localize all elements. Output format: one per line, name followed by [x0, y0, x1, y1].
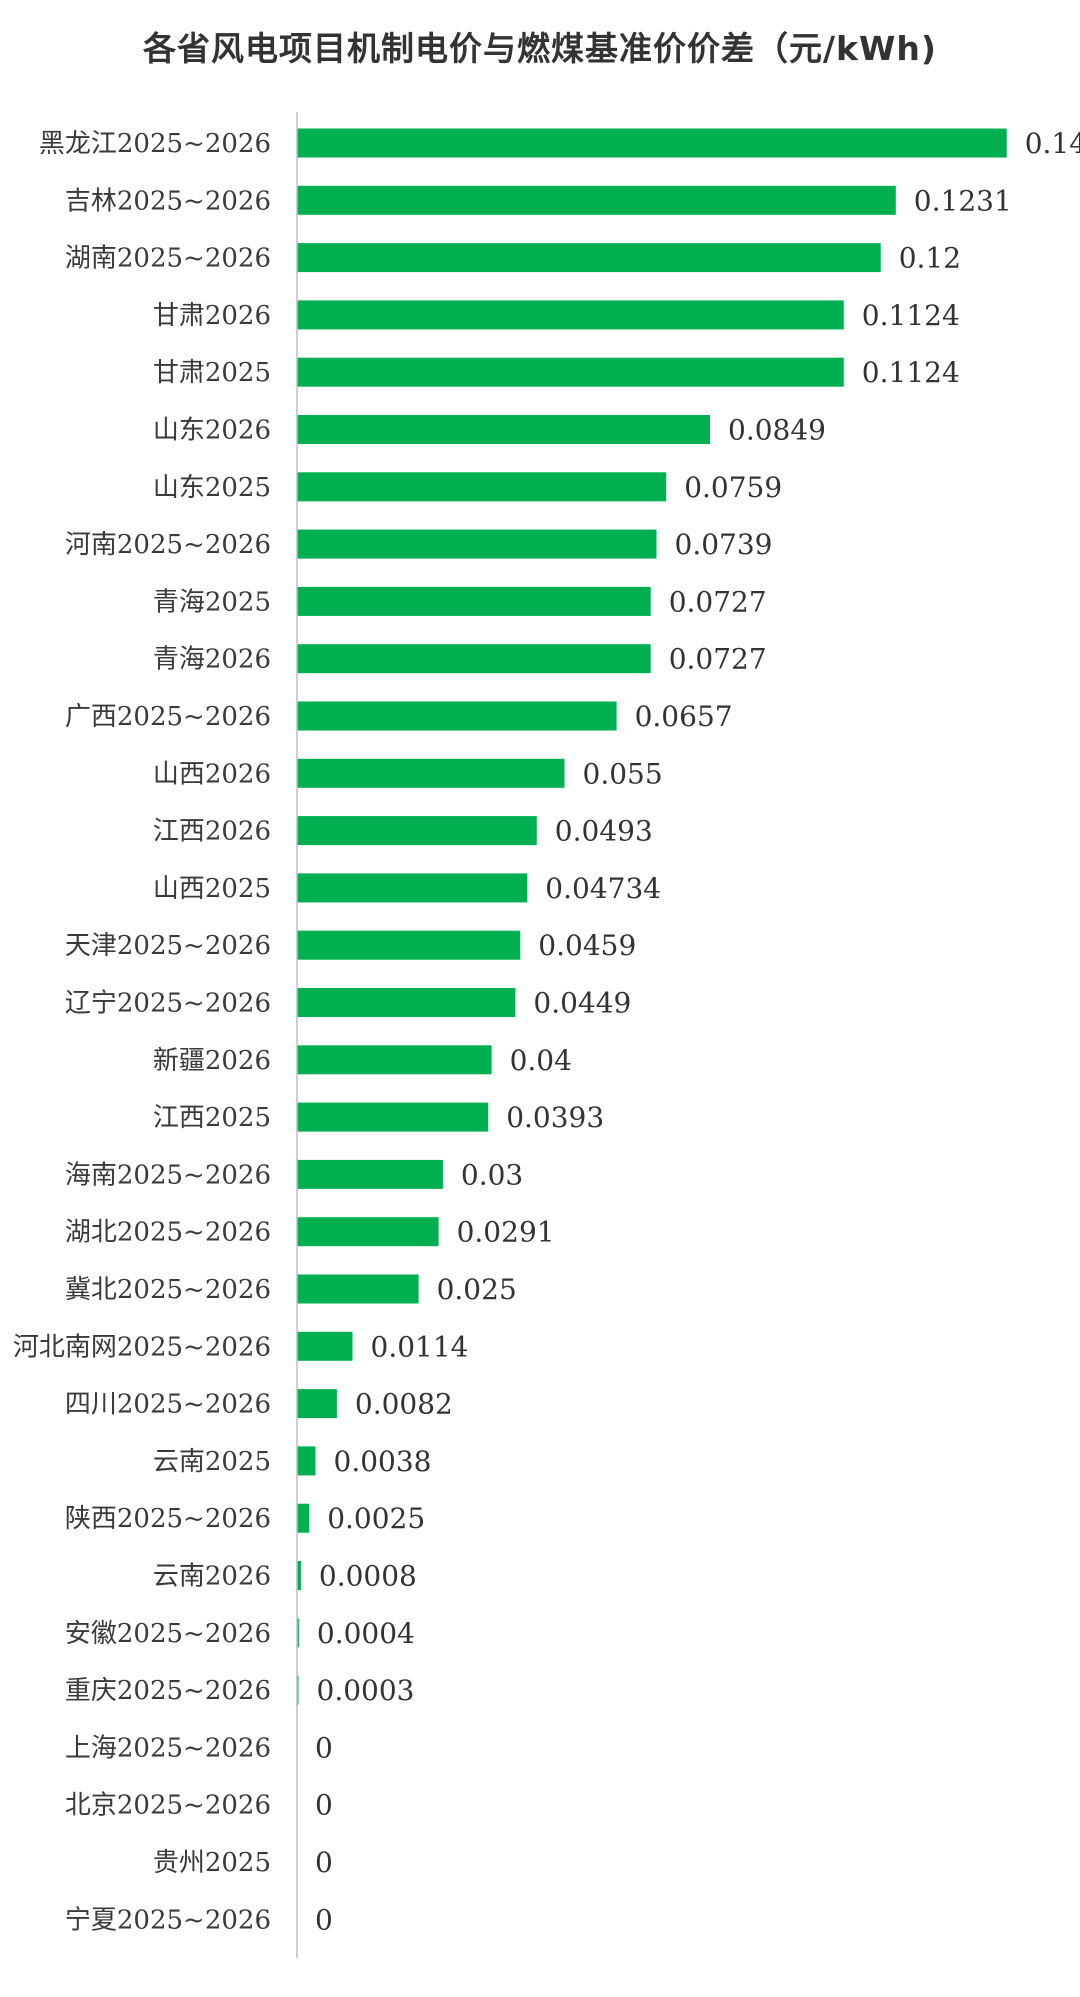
category-label: 冀北2025~2026	[65, 1275, 271, 1305]
value-label: 0.0759	[684, 471, 782, 504]
category-label: 新疆2026	[153, 1046, 271, 1076]
category-label: 甘肃2026	[153, 301, 271, 331]
category-label: 天津2025~2026	[65, 931, 271, 961]
value-label: 0.0493	[555, 815, 653, 848]
value-label: 0.025	[437, 1273, 517, 1306]
category-label: 湖北2025~2026	[65, 1218, 271, 1248]
category-label: 贵州2025	[153, 1848, 271, 1878]
category-label: 河北南网2025~2026	[13, 1332, 271, 1362]
chart-title: 各省风电项目机制电价与燃煤基准价价差（元/kWh)	[143, 29, 937, 68]
category-label: 上海2025~2026	[65, 1733, 271, 1763]
bar	[297, 185, 896, 215]
value-label: 0.1231	[914, 184, 1012, 217]
bar	[297, 1217, 439, 1247]
value-label: 0.0459	[538, 929, 636, 962]
category-label: 湖南2025~2026	[65, 244, 271, 274]
bar	[297, 1102, 489, 1132]
value-label: 0.0727	[669, 643, 767, 676]
bar	[297, 644, 651, 674]
value-label: 0.0025	[327, 1502, 425, 1535]
category-label: 云南2025	[153, 1447, 271, 1477]
value-label: 0.0393	[506, 1101, 604, 1134]
category-labels: 黑龙江2025~2026 吉林2025~2026 湖南2025~2026 甘肃2026…	[13, 129, 271, 1935]
category-label: 江西2026	[153, 817, 271, 847]
value-label: 0.0082	[355, 1388, 453, 1421]
category-label: 山东2026	[153, 416, 271, 446]
category-label: 山西2025	[153, 874, 271, 904]
bar	[297, 243, 881, 273]
value-label: 0.12	[899, 242, 961, 275]
value-label: 0	[315, 1903, 333, 1936]
value-label: 0	[315, 1789, 333, 1822]
bar	[297, 586, 651, 616]
bar	[297, 930, 521, 960]
value-label: 0.0004	[317, 1617, 415, 1650]
category-label: 宁夏2025~2026	[65, 1905, 271, 1935]
value-label: 0.03	[461, 1158, 523, 1191]
value-label: 0.0449	[533, 987, 631, 1020]
bar	[297, 1159, 443, 1189]
value-label: 0.04734	[545, 872, 661, 905]
category-label: 江西2025	[153, 1103, 271, 1133]
category-label: 辽宁2025~2026	[65, 989, 271, 1019]
category-label: 甘肃2025	[153, 358, 271, 388]
value-label: 0.04	[510, 1044, 572, 1077]
bar	[297, 873, 528, 903]
bar	[297, 1503, 310, 1533]
category-label: 云南2026	[153, 1562, 271, 1592]
category-label: 吉林2025~2026	[65, 186, 271, 216]
category-label: 黑龙江2025~2026	[39, 129, 271, 159]
bar	[297, 1045, 492, 1075]
bar	[297, 758, 565, 788]
category-label: 安徽2025~2026	[65, 1619, 271, 1649]
value-label: 0.0008	[319, 1560, 417, 1593]
value-label: 0.1124	[862, 299, 960, 332]
category-label: 山西2026	[153, 759, 271, 789]
bar	[297, 529, 657, 559]
bar	[297, 816, 537, 846]
value-label: 0.0291	[457, 1216, 555, 1249]
value-label: 0	[315, 1731, 333, 1764]
bar	[297, 1274, 419, 1304]
value-label: 0.0727	[669, 585, 767, 618]
category-label: 青海2026	[153, 645, 271, 675]
value-label: 0.0849	[728, 414, 826, 447]
value-label: 0.0739	[675, 528, 773, 561]
category-label: 四川2025~2026	[65, 1390, 271, 1420]
value-label: 0	[315, 1846, 333, 1879]
category-label: 山东2025	[153, 473, 271, 503]
category-label: 重庆2025~2026	[65, 1676, 271, 1706]
category-label: 陕西2025~2026	[65, 1504, 271, 1534]
bar	[297, 1618, 299, 1648]
category-label: 广西2025~2026	[65, 702, 271, 732]
value-label: 0.1124	[862, 356, 960, 389]
value-label: 0.0657	[635, 700, 733, 733]
value-label: 0.0003	[317, 1674, 415, 1707]
bar	[297, 300, 844, 330]
bar	[297, 128, 1007, 158]
bar	[297, 415, 710, 444]
value-label: 0.055	[583, 757, 663, 790]
value-label: 0.145889	[1025, 127, 1080, 160]
bar	[297, 1331, 353, 1361]
category-label: 河南2025~2026	[65, 530, 271, 560]
bar	[297, 988, 516, 1017]
bar	[297, 357, 844, 387]
bars-group	[297, 128, 1007, 1705]
value-label: 0.0038	[334, 1445, 432, 1478]
bar	[297, 472, 667, 502]
bar	[297, 1561, 301, 1590]
bar	[297, 701, 617, 731]
value-label: 0.0114	[371, 1330, 469, 1363]
bar	[297, 1446, 316, 1476]
bar	[297, 1389, 337, 1419]
category-label: 北京2025~2026	[65, 1791, 271, 1821]
value-labels: 0.145889 0.1231 0.12 0.1124 0.1124 0.0849 0.07…	[315, 127, 1080, 1936]
category-label: 海南2025~2026	[65, 1160, 271, 1190]
category-label: 青海2025	[153, 587, 271, 617]
